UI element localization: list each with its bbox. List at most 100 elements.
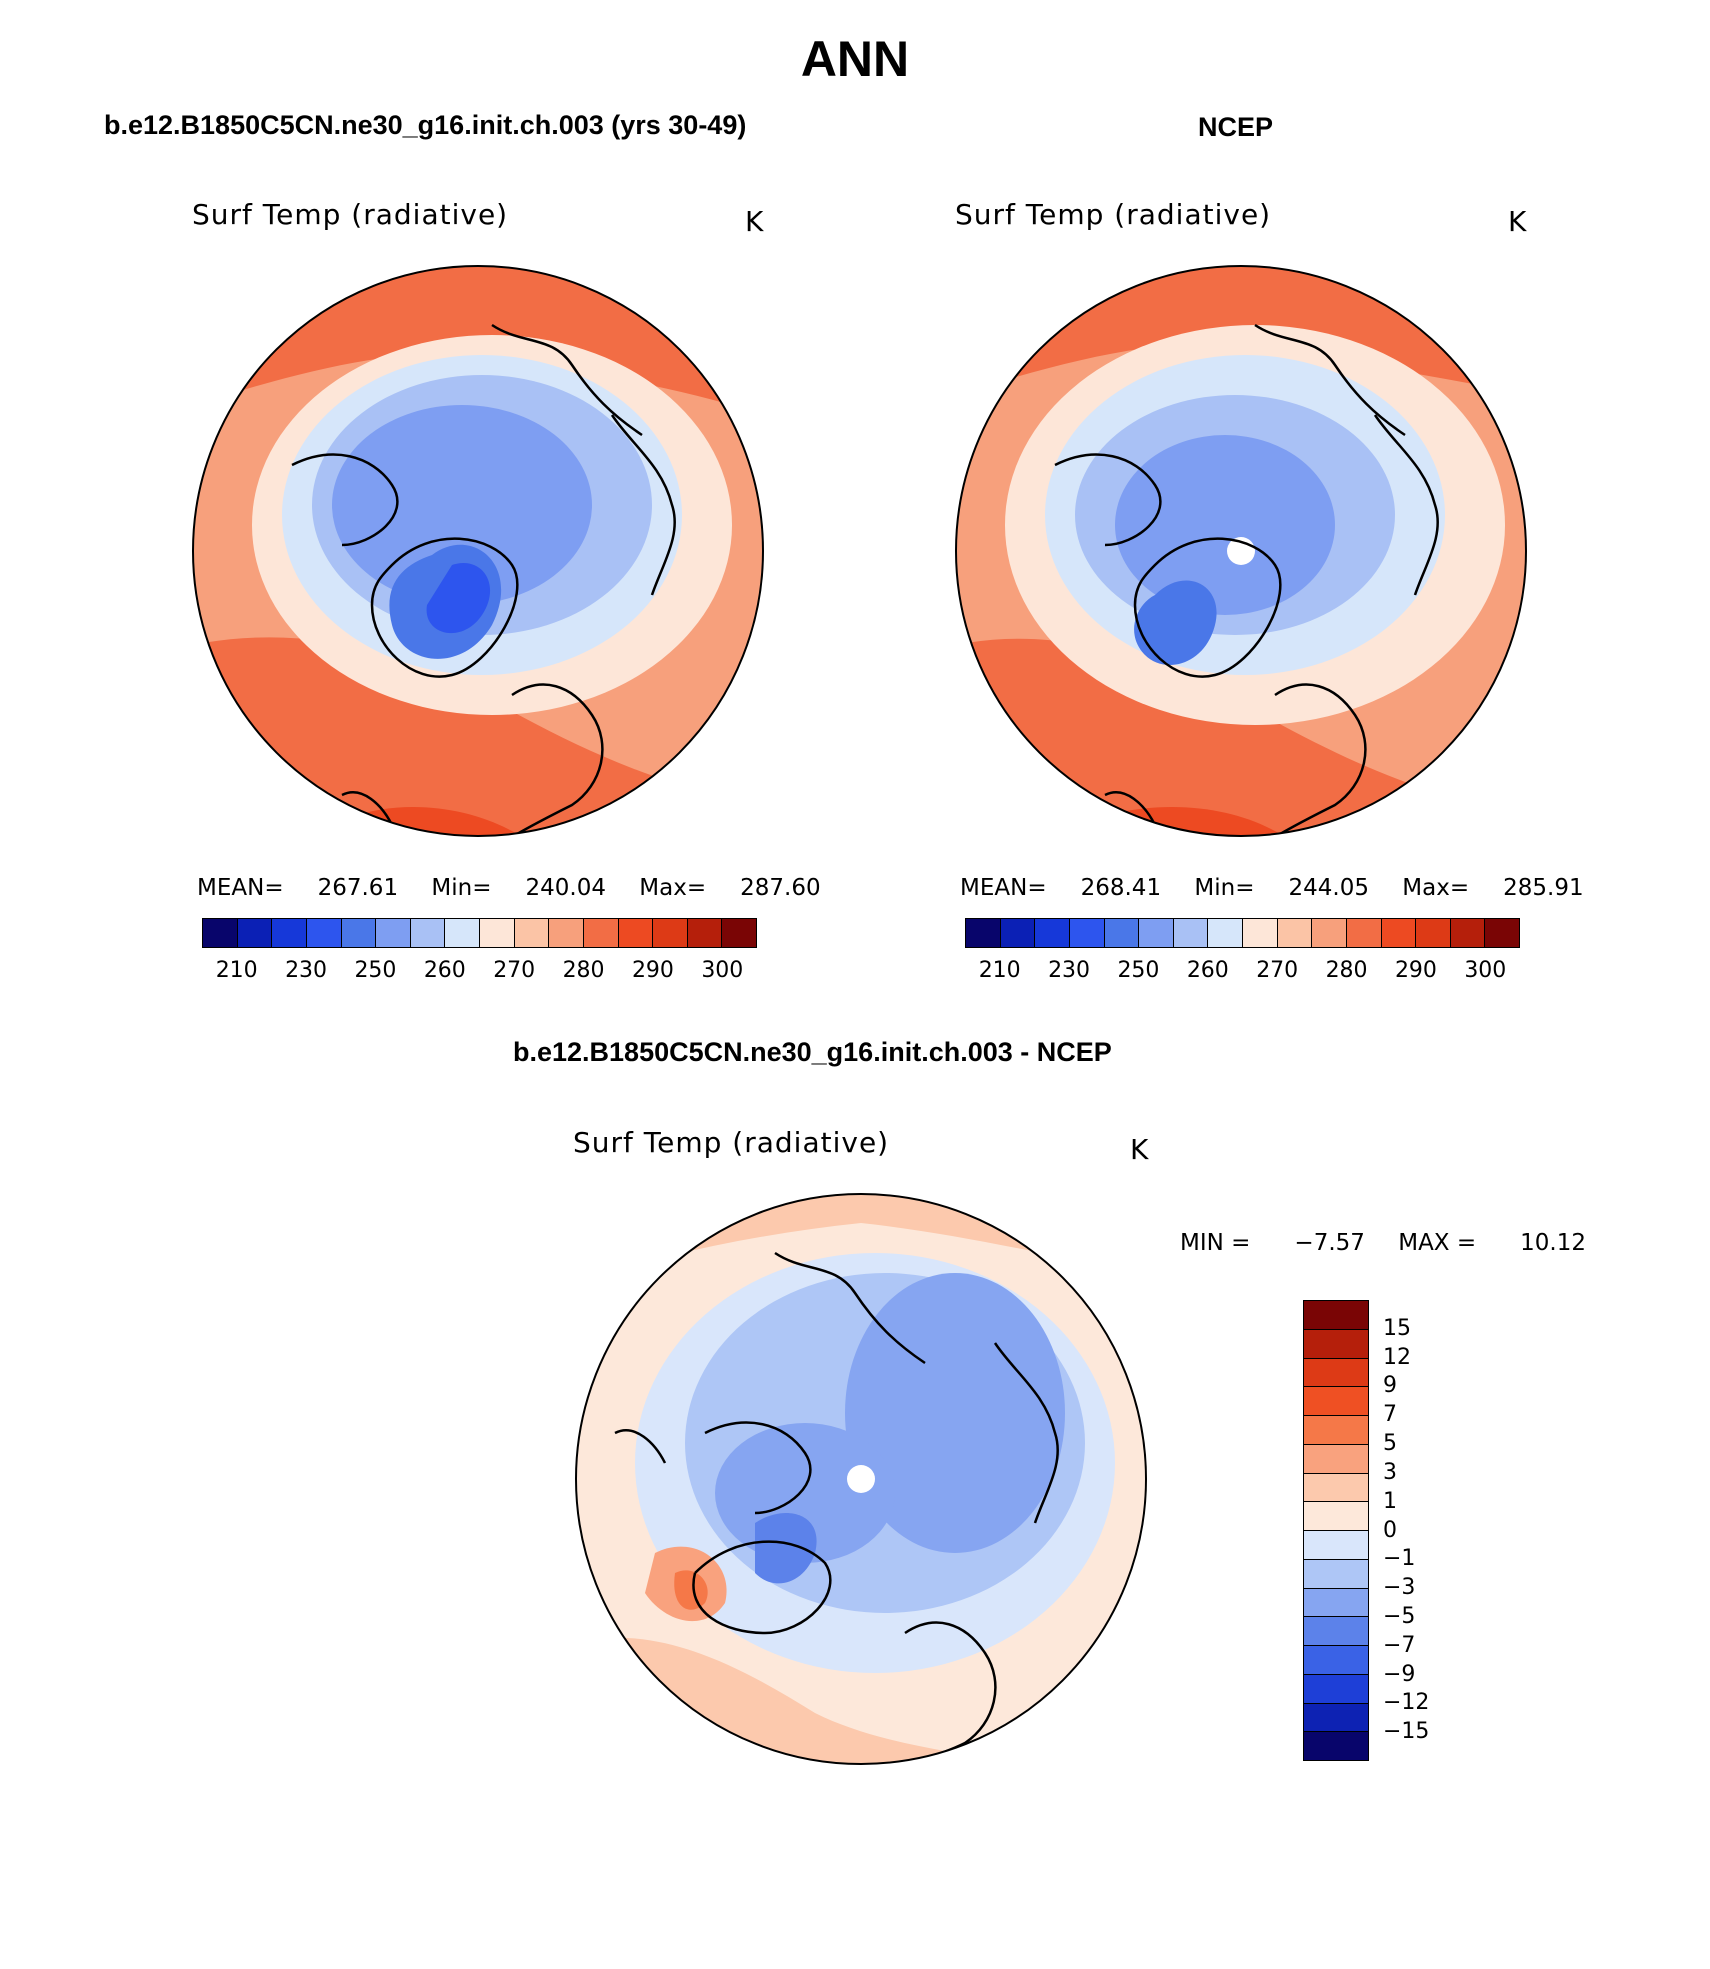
- colorbar-box: [1139, 919, 1174, 947]
- colorbar-tick-label: 230: [285, 958, 328, 983]
- model-stats: MEAN= 267.61 Min= 240.04 Max= 287.60: [197, 875, 821, 901]
- colorbar-tick-label: 1: [1383, 1488, 1397, 1514]
- colorbar-tick-label: 210: [978, 958, 1021, 983]
- colorbar-tick-label: −1: [1383, 1546, 1416, 1572]
- diff-case-title: b.e12.B1850C5CN.ne30_g16.init.ch.003 - N…: [513, 1037, 1112, 1067]
- colorbar-box: [237, 919, 273, 947]
- colorbar-box: [1304, 1617, 1368, 1646]
- model-mean-label: MEAN=: [197, 875, 284, 901]
- colorbar-tick-label: 270: [1256, 958, 1299, 983]
- colorbar-box: [1304, 1473, 1368, 1503]
- colorbar-box: [514, 919, 550, 947]
- colorbar-tick-label: 7: [1383, 1402, 1397, 1428]
- colorbar-box: [1312, 919, 1347, 947]
- colorbar-box: [1304, 1531, 1368, 1560]
- colorbar-tick-label: −9: [1383, 1661, 1416, 1687]
- colorbar-tick-label: 12: [1383, 1344, 1411, 1370]
- diff-max-label: MAX =: [1398, 1230, 1477, 1256]
- colorbar-tick-label: 3: [1383, 1459, 1397, 1485]
- colorbar-tick-label: 15: [1383, 1315, 1411, 1341]
- model-variable-label: Surf Temp (radiative): [192, 198, 509, 231]
- colorbar-box: [618, 919, 654, 947]
- colorbar-tick-label: 250: [354, 958, 397, 983]
- diff-colorbar: [1303, 1300, 1369, 1761]
- colorbar-tick-label: −7: [1383, 1632, 1416, 1658]
- colorbar-box: [1104, 919, 1140, 947]
- colorbar-tick-label: 260: [423, 958, 466, 983]
- colorbar-box: [445, 919, 480, 947]
- colorbar-tick-label: 280: [1325, 958, 1368, 983]
- colorbar-box: [1304, 1329, 1368, 1359]
- colorbar-box: [653, 919, 688, 947]
- obs-case-title: NCEP: [1198, 112, 1274, 142]
- colorbar-box: [376, 919, 411, 947]
- colorbar-box: [1208, 919, 1243, 947]
- diff-min-value: −7.57: [1294, 1230, 1365, 1256]
- colorbar-tick-label: 0: [1383, 1517, 1397, 1543]
- page-title: ANN: [800, 31, 910, 87]
- diff-units-label: K: [1130, 1133, 1150, 1166]
- colorbar-tick-label: −5: [1383, 1603, 1416, 1629]
- colorbar-box: [341, 919, 377, 947]
- colorbar-box: [1304, 1588, 1368, 1618]
- model-mean-value: 267.61: [317, 875, 399, 901]
- obs-units-label: K: [1508, 205, 1528, 238]
- colorbar-box: [1277, 919, 1313, 947]
- colorbar-box: [1304, 1502, 1368, 1531]
- colorbar-box: [1035, 919, 1070, 947]
- diff-stats: MIN = −7.57 MAX = 10.12: [1180, 1230, 1586, 1256]
- obs-max-value: 285.91: [1503, 875, 1584, 901]
- colorbar-tick-label: 280: [562, 958, 605, 983]
- model-colorbar: [202, 918, 757, 948]
- colorbar-box: [1304, 1387, 1368, 1416]
- colorbar-tick-label: 300: [1464, 958, 1507, 983]
- colorbar-box: [1450, 919, 1486, 947]
- colorbar-box: [583, 919, 619, 947]
- colorbar-box: [1304, 1358, 1368, 1388]
- colorbar-box: [1304, 1559, 1368, 1589]
- colorbar-box: [1000, 919, 1036, 947]
- colorbar-tick-label: −15: [1383, 1719, 1430, 1745]
- colorbar-box: [203, 919, 238, 947]
- model-units-label: K: [745, 205, 765, 238]
- colorbar-box: [966, 919, 1001, 947]
- colorbar-tick-label: 5: [1383, 1431, 1397, 1457]
- colorbar-tick-label: 250: [1117, 958, 1160, 983]
- model-max-label: Max=: [639, 875, 707, 901]
- colorbar-box: [1173, 919, 1209, 947]
- colorbar-box: [1346, 919, 1382, 947]
- colorbar-box: [306, 919, 342, 947]
- colorbar-tick-label: 290: [631, 958, 674, 983]
- obs-min-label: Min=: [1194, 875, 1255, 901]
- colorbar-box: [410, 919, 446, 947]
- colorbar-tick-label: 230: [1048, 958, 1091, 983]
- colorbar-tick-label: −3: [1383, 1575, 1416, 1601]
- colorbar-box: [1304, 1732, 1368, 1760]
- colorbar-tick-label: −12: [1383, 1690, 1430, 1716]
- colorbar-box: [1304, 1703, 1368, 1733]
- colorbar-box: [1485, 919, 1519, 947]
- obs-polar-map: [955, 265, 1527, 837]
- obs-mean-value: 268.41: [1080, 875, 1162, 901]
- model-min-value: 240.04: [525, 875, 606, 901]
- colorbar-box: [1069, 919, 1105, 947]
- colorbar-tick-label: 9: [1383, 1373, 1397, 1399]
- colorbar-tick-label: 210: [215, 958, 258, 983]
- obs-colorbar: [965, 918, 1520, 948]
- colorbar-box: [1304, 1674, 1368, 1704]
- obs-max-label: Max=: [1402, 875, 1470, 901]
- colorbar-box: [1243, 919, 1278, 947]
- colorbar-box: [480, 919, 515, 947]
- colorbar-box: [1304, 1646, 1368, 1675]
- diff-polar-map: [575, 1193, 1147, 1765]
- model-max-value: 287.60: [740, 875, 821, 901]
- colorbar-tick-label: 290: [1394, 958, 1437, 983]
- colorbar-box: [1304, 1301, 1368, 1330]
- diff-min-label: MIN =: [1180, 1230, 1251, 1256]
- obs-mean-label: MEAN=: [960, 875, 1047, 901]
- diff-max-value: 10.12: [1520, 1230, 1586, 1256]
- colorbar-tick-label: 260: [1186, 958, 1229, 983]
- model-polar-map: [192, 265, 764, 837]
- colorbar-box: [1304, 1444, 1368, 1474]
- colorbar-box: [549, 919, 584, 947]
